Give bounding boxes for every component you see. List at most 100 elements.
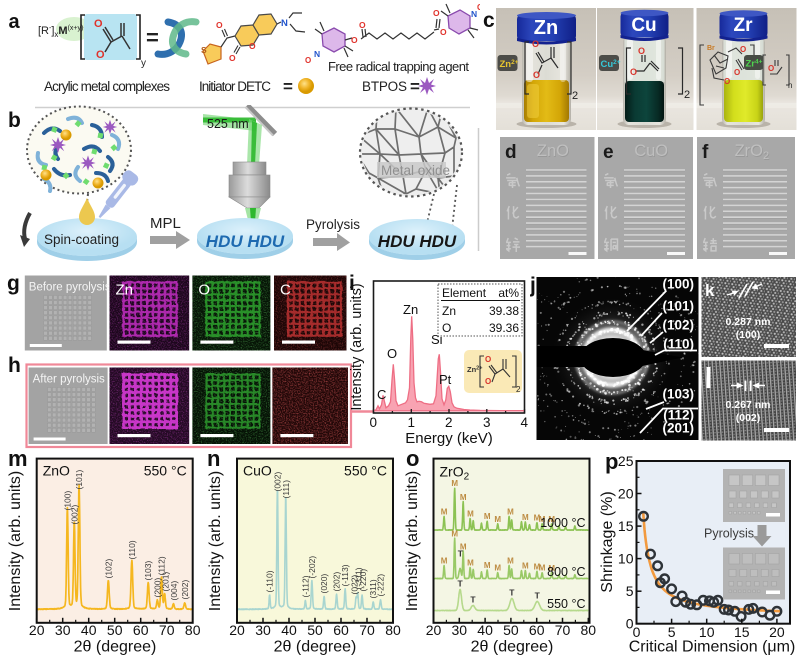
svg-text:(100): (100) (662, 277, 694, 292)
svg-text:(112): (112) (157, 556, 167, 575)
svg-text:Zn2+: Zn2+ (500, 59, 519, 70)
svg-text:CuO: CuO (243, 463, 272, 479)
svg-text:Shrinkage (%): Shrinkage (%) (599, 491, 616, 592)
svg-text:(202): (202) (180, 579, 190, 599)
svg-text:N: N (281, 18, 288, 29)
svg-text:2: 2 (684, 89, 690, 101)
svg-text:M: M (441, 508, 448, 517)
svg-text:Element: Element (442, 286, 487, 300)
svg-text:Initiator DETC: Initiator DETC (199, 79, 271, 94)
svg-text:M: M (460, 493, 467, 502)
svg-text:M: M (548, 564, 555, 573)
svg-text:M: M (548, 515, 555, 524)
svg-text:(004): (004) (169, 580, 179, 600)
svg-text:Zn: Zn (116, 282, 134, 299)
svg-text:O: O (734, 68, 740, 77)
svg-text:T: T (458, 549, 464, 559)
svg-text:M: M (522, 562, 529, 571)
svg-text:(-113): (-113) (340, 564, 350, 586)
svg-text:C: C (377, 387, 386, 402)
svg-text:Zn: Zn (534, 17, 558, 39)
svg-text:(101): (101) (74, 469, 84, 489)
svg-text:M: M (494, 515, 501, 524)
svg-text:n: n (207, 446, 220, 471)
svg-text:=: = (410, 77, 420, 96)
svg-text:2: 2 (572, 90, 578, 102)
svg-text:(-202): (-202) (307, 556, 317, 579)
svg-text:(100): (100) (736, 329, 761, 341)
svg-text:25: 25 (618, 453, 634, 469)
svg-text:M: M (494, 564, 501, 573)
svg-text:ZrO2: ZrO2 (735, 142, 770, 162)
svg-text:M: M (460, 543, 467, 552)
svg-text:MPL: MPL (150, 215, 181, 232)
svg-text:T: T (509, 588, 515, 598)
svg-text:(-110): (-110) (265, 570, 275, 592)
svg-text:Intensity (arb. units): Intensity (arb. units) (207, 471, 224, 612)
svg-text:(101): (101) (662, 299, 694, 314)
svg-text:(111): (111) (281, 480, 291, 499)
svg-text:Pyrolysis: Pyrolysis (306, 217, 360, 232)
svg-text:y: y (141, 58, 146, 69)
svg-text:j: j (530, 274, 536, 297)
svg-text:ZnO: ZnO (43, 463, 70, 479)
svg-text:(311): (311) (368, 579, 378, 598)
svg-text:Before pyrolysis: Before pyrolysis (29, 282, 111, 294)
svg-text:Energy (keV): Energy (keV) (405, 430, 493, 447)
svg-text:c: c (483, 9, 495, 32)
svg-text:ZnO: ZnO (537, 142, 569, 160)
svg-text:m: m (8, 446, 28, 471)
svg-text:O: O (485, 377, 491, 386)
svg-text:g: g (7, 272, 20, 295)
svg-text:60: 60 (529, 622, 545, 638)
svg-text:M: M (467, 559, 474, 568)
svg-text:40: 40 (81, 622, 97, 638)
svg-text:p: p (605, 449, 618, 474)
svg-text:40: 40 (477, 622, 493, 638)
svg-text:e: e (603, 142, 614, 163)
svg-text:Critical Dimension (μm): Critical Dimension (μm) (629, 639, 796, 656)
svg-text:(-222): (-222) (376, 574, 386, 597)
svg-text:5: 5 (626, 583, 634, 599)
svg-text:o: o (406, 446, 419, 471)
svg-text:M: M (441, 557, 448, 566)
svg-text:(112): (112) (663, 408, 694, 423)
svg-text:20: 20 (426, 622, 442, 638)
svg-text:2θ (degree): 2θ (degree) (471, 639, 554, 656)
svg-text:30: 30 (55, 622, 71, 638)
svg-text:2: 2 (445, 415, 453, 430)
svg-text:=: = (283, 77, 293, 96)
svg-text:O: O (216, 20, 223, 30)
svg-text:50: 50 (503, 622, 519, 638)
svg-text:HDU HDU: HDU HDU (206, 232, 285, 251)
svg-text:f: f (702, 142, 709, 163)
svg-text:3: 3 (483, 415, 491, 430)
svg-text:M: M (534, 514, 541, 523)
svg-text:O: O (433, 8, 440, 18)
svg-text:T: T (457, 579, 463, 589)
svg-text:a: a (9, 11, 21, 33)
svg-text:Intensity (arb. units): Intensity (arb. units) (404, 471, 421, 612)
svg-text:Zn2+: Zn2+ (467, 365, 482, 374)
svg-text:Cu: Cu (631, 15, 656, 36)
svg-text:(002): (002) (736, 412, 761, 424)
svg-text:Metal oxide: Metal oxide (381, 163, 450, 178)
svg-text:k: k (705, 281, 715, 300)
svg-text:Si: Si (431, 332, 443, 347)
svg-text:(002): (002) (69, 504, 79, 524)
svg-text:(201): (201) (160, 571, 170, 591)
svg-text:550 °C: 550 °C (547, 597, 585, 611)
svg-text:5: 5 (668, 624, 676, 640)
svg-text:O: O (768, 64, 774, 73)
svg-text:20: 20 (229, 622, 245, 638)
svg-text:60: 60 (333, 622, 349, 638)
svg-text:O: O (440, 27, 447, 37)
svg-text:After pyrolysis: After pyrolysis (33, 374, 105, 386)
svg-text:0.287 nm: 0.287 nm (726, 316, 771, 328)
svg-text:0.267 nm: 0.267 nm (726, 399, 771, 411)
svg-text:T: T (535, 591, 541, 601)
svg-text:O: O (94, 18, 103, 30)
svg-text:=: = (146, 25, 159, 50)
svg-text:(102): (102) (103, 558, 113, 578)
svg-text:M: M (451, 479, 458, 488)
